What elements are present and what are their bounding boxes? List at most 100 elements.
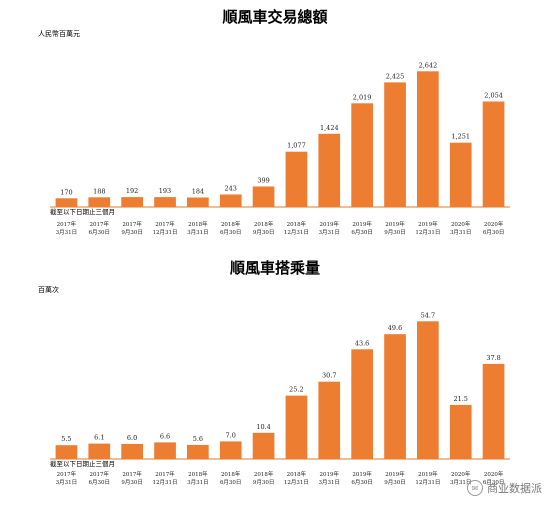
category-label: 2018年 <box>221 220 241 228</box>
wechat-icon: ✉ <box>467 480 483 496</box>
category-label: 3月31日 <box>319 479 341 486</box>
watermark-text: 商业数据派 <box>487 482 542 495</box>
bars-group: 5.52017年3月31日6.12017年6月30日6.02017年9月30日6… <box>55 311 505 486</box>
category-label: 9月30日 <box>384 229 406 236</box>
bar-value-label: 6.0 <box>127 434 137 442</box>
category-label: 6月30日 <box>220 229 242 236</box>
category-label: 2018年 <box>188 470 208 478</box>
bar-value-label: 25.2 <box>289 386 303 394</box>
category-label: 12月31日 <box>415 479 440 486</box>
bar-value-label: 193 <box>159 187 171 195</box>
bar <box>55 445 78 459</box>
bar-value-label: 10.4 <box>256 423 270 431</box>
category-label: 6月30日 <box>89 229 111 236</box>
category-label: 2020年 <box>484 220 504 228</box>
rides-chart-panel: 順風車搭乘量 百萬次 截至以下日期止三個月 5.5 2017年 3月31日 6.1 20… <box>0 250 550 504</box>
category-label: 3月31日 <box>187 229 209 236</box>
category-label: 2020年 <box>451 470 471 478</box>
bar <box>187 444 209 459</box>
bar-value-label: 1,251 <box>451 133 470 141</box>
category-label: 2020年 <box>451 220 471 228</box>
bar-value-label: 54.7 <box>421 311 435 319</box>
bar-value-label: 5.5 <box>61 435 71 443</box>
category-label: 2019年 <box>385 470 405 478</box>
gtv-bar-chart: 順風車交易總額 人民幣百萬元 截至以下日期止三個月 1702017年3月31日1… <box>38 8 510 236</box>
category-label: 2019年 <box>418 220 438 228</box>
category-label: 3月31日 <box>450 229 472 236</box>
bar-value-label: 243 <box>224 185 236 193</box>
category-label: 2019年 <box>418 470 438 478</box>
category-label: 2019年 <box>352 220 372 228</box>
bar <box>417 71 439 207</box>
bar-value-label: 43.6 <box>355 339 369 347</box>
bar <box>187 197 209 207</box>
bar-value-label: 188 <box>93 187 105 195</box>
category-label: 3月31日 <box>187 479 209 486</box>
category-label: 2018年 <box>188 220 208 228</box>
bar <box>351 349 373 459</box>
bar <box>88 197 111 207</box>
category-label: 12月31日 <box>153 229 178 236</box>
category-label: 2017年 <box>57 220 77 228</box>
category-label: 2018年 <box>254 470 274 478</box>
bar <box>318 133 341 207</box>
bar <box>417 321 439 459</box>
bar <box>449 142 472 207</box>
category-label: 2017年 <box>122 470 142 478</box>
category-label: 3月31日 <box>56 479 78 486</box>
category-label: 2018年 <box>254 220 274 228</box>
bar-value-label: 21.5 <box>453 395 467 403</box>
bar-value-label: 170 <box>60 188 72 196</box>
bar-value-label: 6.1 <box>94 434 104 442</box>
bar <box>351 103 373 207</box>
category-label: 12月31日 <box>153 479 178 486</box>
bar-value-label: 2,054 <box>484 92 503 100</box>
bar-value-label: 2,425 <box>386 72 405 80</box>
bar-value-label: 1,424 <box>320 124 339 132</box>
category-label: 12月31日 <box>284 229 309 236</box>
bar-value-label: 2,019 <box>353 93 372 101</box>
bar <box>482 363 505 459</box>
category-label: 2017年 <box>122 220 142 228</box>
bar-value-label: 1,077 <box>287 142 306 150</box>
category-label: 2019年 <box>320 470 340 478</box>
category-label: 9月30日 <box>384 479 406 486</box>
period-note: 截至以下日期止三個月 <box>50 207 115 216</box>
bar <box>384 334 406 459</box>
bar-value-label: 7.0 <box>226 431 236 439</box>
gtv-chart-panel: 順風車交易總額 人民幣百萬元 截至以下日期止三個月 170 2017年 3月31日 1… <box>0 0 550 250</box>
category-label: 2019年 <box>352 470 372 478</box>
category-label: 6月30日 <box>483 229 505 236</box>
category-label: 6月30日 <box>89 479 111 486</box>
category-label: 2017年 <box>90 470 110 478</box>
bar <box>88 443 111 459</box>
category-label: 6月30日 <box>220 479 242 486</box>
category-label: 2017年 <box>90 220 110 228</box>
bar-value-label: 399 <box>257 177 269 185</box>
category-label: 12月31日 <box>284 479 309 486</box>
category-label: 2017年 <box>57 470 77 478</box>
category-label: 3月31日 <box>56 229 78 236</box>
category-label: 6月30日 <box>351 479 373 486</box>
bars-group: 1702017年3月31日1882017年6月30日1922017年9月30日1… <box>55 61 505 236</box>
category-label: 9月30日 <box>253 479 275 486</box>
bar-value-label: 2,642 <box>419 61 438 69</box>
category-label: 2020年 <box>484 470 504 478</box>
watermark: ✉ 商业数据派 <box>467 480 542 496</box>
category-label: 2018年 <box>287 220 307 228</box>
period-note: 截至以下日期止三個月 <box>50 459 115 468</box>
chart-title: 順風車搭乘量 <box>229 259 320 277</box>
chart-title: 順風車交易總額 <box>221 8 327 26</box>
category-label: 2019年 <box>385 220 405 228</box>
bar <box>219 194 242 207</box>
bar-value-label: 5.6 <box>193 435 203 443</box>
category-label: 6月30日 <box>351 229 373 236</box>
bar <box>55 198 78 207</box>
bar <box>482 101 505 207</box>
bar-value-label: 37.8 <box>486 354 500 362</box>
bar <box>285 151 308 207</box>
bar-value-label: 184 <box>192 188 204 196</box>
bar <box>154 442 176 459</box>
category-label: 3月31日 <box>450 479 472 486</box>
bar <box>449 404 472 459</box>
